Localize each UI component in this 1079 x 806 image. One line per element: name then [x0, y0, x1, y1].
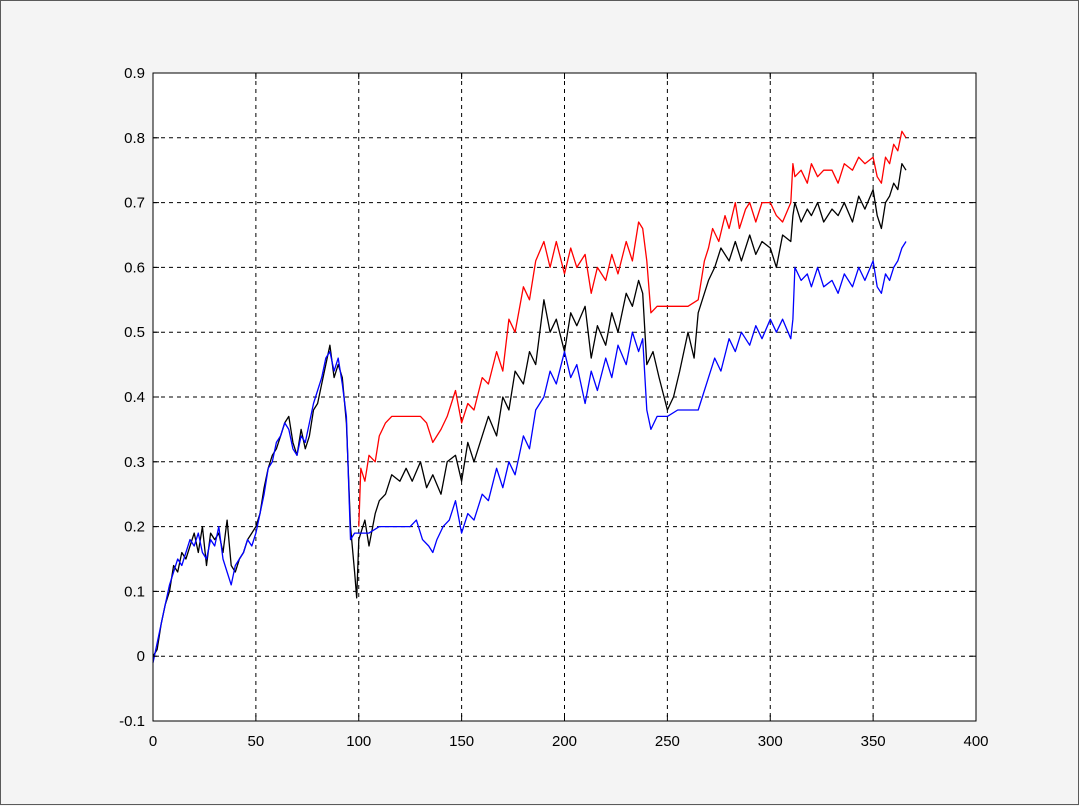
y-tick-label: 0.1	[124, 583, 145, 600]
y-tick-label: 0.4	[124, 389, 145, 406]
series-line-0	[358, 130, 907, 527]
y-tick-label: 0.9	[124, 65, 145, 82]
y-tick-label: -0.1	[119, 713, 145, 730]
y-tick-label: 0.2	[124, 519, 145, 536]
series-line-1	[152, 163, 907, 657]
x-tick-label: 0	[149, 733, 157, 750]
tick-marks	[152, 72, 977, 722]
x-tick-label: 200	[552, 733, 577, 750]
x-tick-label: 300	[758, 733, 783, 750]
series-layer	[152, 130, 907, 663]
y-tick-labels: -0.1 0 0.1 0.2 0.3 0.4 0.5 0.6 0.7 0.8 0.9	[119, 65, 145, 730]
y-tick-label: 0	[137, 648, 145, 665]
x-tick-label: 150	[449, 733, 474, 750]
x-tick-label: 100	[346, 733, 371, 750]
y-tick-label: 0.6	[124, 259, 145, 276]
y-tick-label: 0.8	[124, 130, 145, 147]
x-tick-labels: 0 50 100 150 200 250 300 350 400	[149, 733, 989, 750]
x-tick-label: 400	[963, 733, 988, 750]
grid-lines	[153, 73, 976, 721]
x-tick-label: 350	[861, 733, 886, 750]
y-tick-label: 0.3	[124, 454, 145, 471]
x-tick-label: 250	[655, 733, 680, 750]
x-tick-label: 50	[248, 733, 265, 750]
series-line-2	[152, 241, 907, 663]
y-tick-label: 0.5	[124, 324, 145, 341]
y-tick-label: 0.7	[124, 195, 145, 212]
